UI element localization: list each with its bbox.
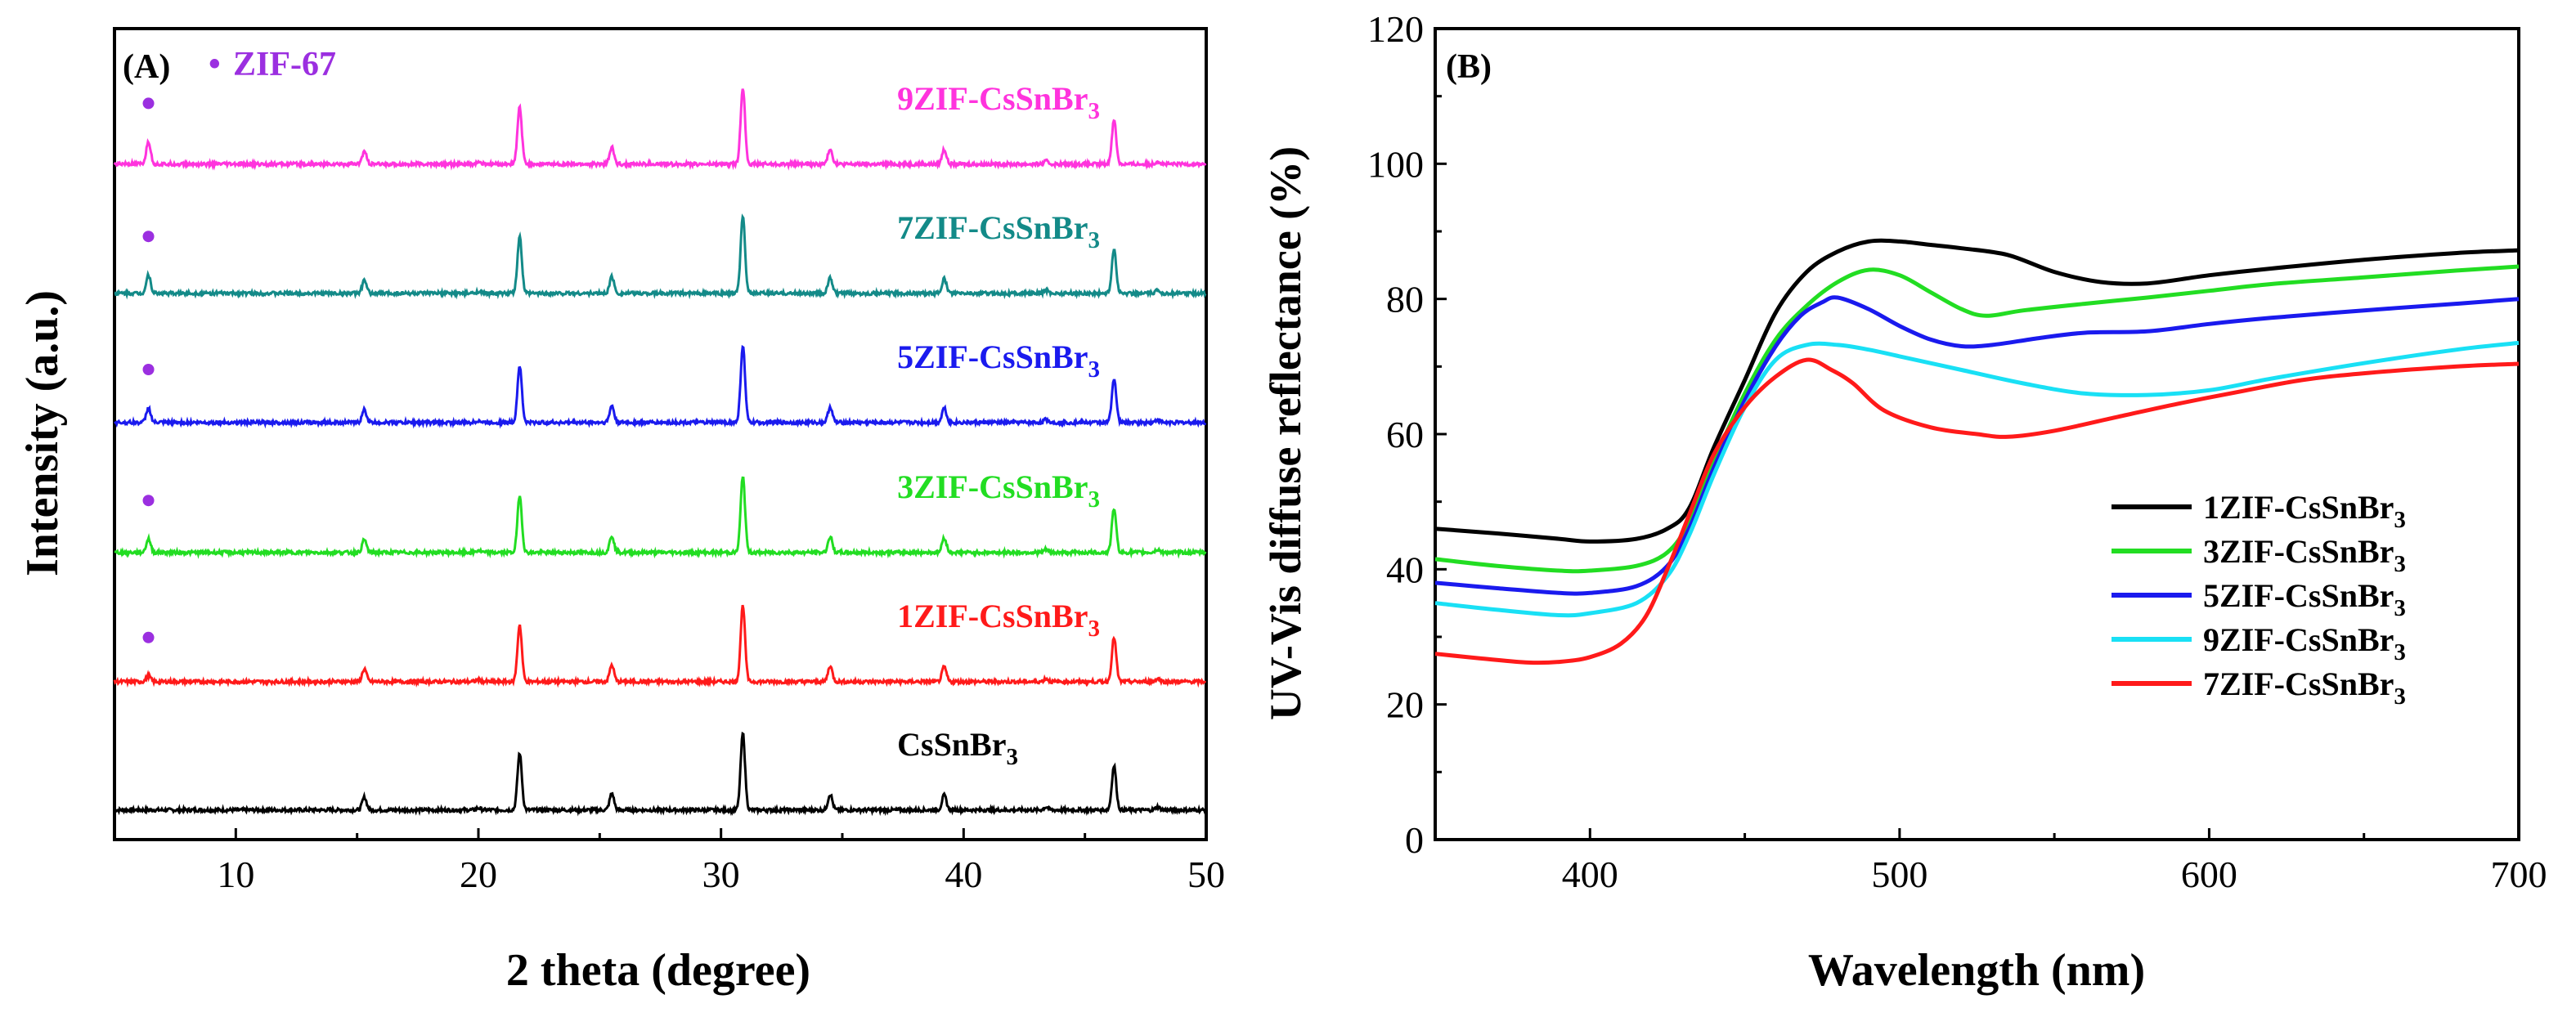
reflectance-curve-1 bbox=[1434, 264, 2520, 574]
xrd-series-label: 5ZIF-CsSnBr3 bbox=[897, 338, 1100, 383]
xrd-trace-0 bbox=[114, 731, 1207, 817]
panel-b-y-tick-label: 60 bbox=[1386, 414, 1424, 455]
legend-entry-label: 7ZIF-CsSnBr3 bbox=[2203, 665, 2406, 710]
panel-b-y-tick-label: 40 bbox=[1386, 549, 1424, 590]
legend-entry-label: 5ZIF-CsSnBr3 bbox=[2203, 577, 2406, 621]
panel-b-chart: 400 500 600 700 0 20 40 60 80 100 120 (B) 1ZIF-Cs… bbox=[1261, 8, 2547, 996]
panel-b-y-tick-label: 0 bbox=[1405, 819, 1424, 861]
panel-b-x-tick-label: 700 bbox=[2491, 854, 2547, 895]
xrd-trace-3 bbox=[114, 344, 1207, 429]
zif-67-peak-marker bbox=[142, 231, 155, 243]
zif-67-peak-marker bbox=[142, 631, 155, 643]
xrd-trace-1 bbox=[113, 604, 1207, 688]
panel-a-x-tick-label: 10 bbox=[217, 854, 254, 895]
panel-a-chart: CsSnBr3 1ZIF-CsSnBr3 3ZIF-CsSnBr3 5ZIF-CsSn… bbox=[17, 27, 1225, 996]
xrd-trace-4 bbox=[114, 213, 1207, 300]
legend-entry-label: 9ZIF-CsSnBr3 bbox=[2203, 621, 2406, 665]
panel-a-y-axis-label: Intensity (a.u.) bbox=[17, 290, 68, 576]
panel-b-y-tick-label: 120 bbox=[1367, 8, 1424, 50]
xrd-series-label: CsSnBr3 bbox=[897, 726, 1018, 770]
panel-b-x-axis-label: Wavelength (nm) bbox=[1808, 945, 2145, 996]
panel-a-x-tick-label: 40 bbox=[945, 854, 982, 895]
reflectance-curve-2 bbox=[1434, 295, 2520, 596]
panel-b-x-tick-label: 600 bbox=[2181, 854, 2237, 895]
reflectance-curve-0 bbox=[1434, 238, 2520, 544]
panel-a-label: (A) bbox=[123, 48, 170, 86]
panel-b-label: (B) bbox=[1446, 48, 1492, 86]
legend-entry-label: 1ZIF-CsSnBr3 bbox=[2203, 489, 2406, 533]
xrd-trace-5 bbox=[113, 88, 1207, 171]
zif-67-legend-dot: • bbox=[209, 46, 221, 83]
xrd-series-label: 9ZIF-CsSnBr3 bbox=[897, 80, 1100, 124]
panel-b-legend: 1ZIF-CsSnBr33ZIF-CsSnBr35ZIF-CsSnBr39ZIF… bbox=[2112, 489, 2406, 710]
xrd-trace-2 bbox=[114, 476, 1207, 559]
panel-b-y-tick-label: 20 bbox=[1386, 684, 1424, 726]
panel-b-x-tick-label: 400 bbox=[1562, 854, 1618, 895]
zif-67-legend-label: ZIF-67 bbox=[233, 46, 336, 83]
panel-a-x-tick-label: 30 bbox=[702, 854, 740, 895]
panel-a-x-axis-label: 2 theta (degree) bbox=[506, 945, 810, 996]
panel-a-x-tick-label: 50 bbox=[1187, 854, 1225, 895]
reflectance-curve-3 bbox=[1434, 340, 2520, 618]
zif-67-peak-marker bbox=[142, 364, 155, 375]
panel-a-plot-frame bbox=[113, 27, 1208, 841]
panel-b-y-tick-label: 100 bbox=[1367, 143, 1424, 185]
legend-entry-label: 3ZIF-CsSnBr3 bbox=[2203, 533, 2406, 577]
xrd-series-label: 3ZIF-CsSnBr3 bbox=[897, 468, 1100, 513]
xrd-series-label: 1ZIF-CsSnBr3 bbox=[897, 598, 1100, 642]
xrd-series-label: 7ZIF-CsSnBr3 bbox=[897, 209, 1100, 253]
panel-b-y-tick-label: 80 bbox=[1386, 279, 1424, 320]
zif-67-peak-marker bbox=[142, 97, 155, 110]
panel-a-x-tick-label: 20 bbox=[460, 854, 497, 895]
panel-b-x-tick-label: 500 bbox=[1871, 854, 1928, 895]
zif-67-peak-marker bbox=[142, 495, 155, 507]
reflectance-curve-4 bbox=[1434, 357, 2520, 665]
panel-b-y-axis-label: UV-Vis diffuse reflectance (%) bbox=[1261, 146, 1310, 720]
